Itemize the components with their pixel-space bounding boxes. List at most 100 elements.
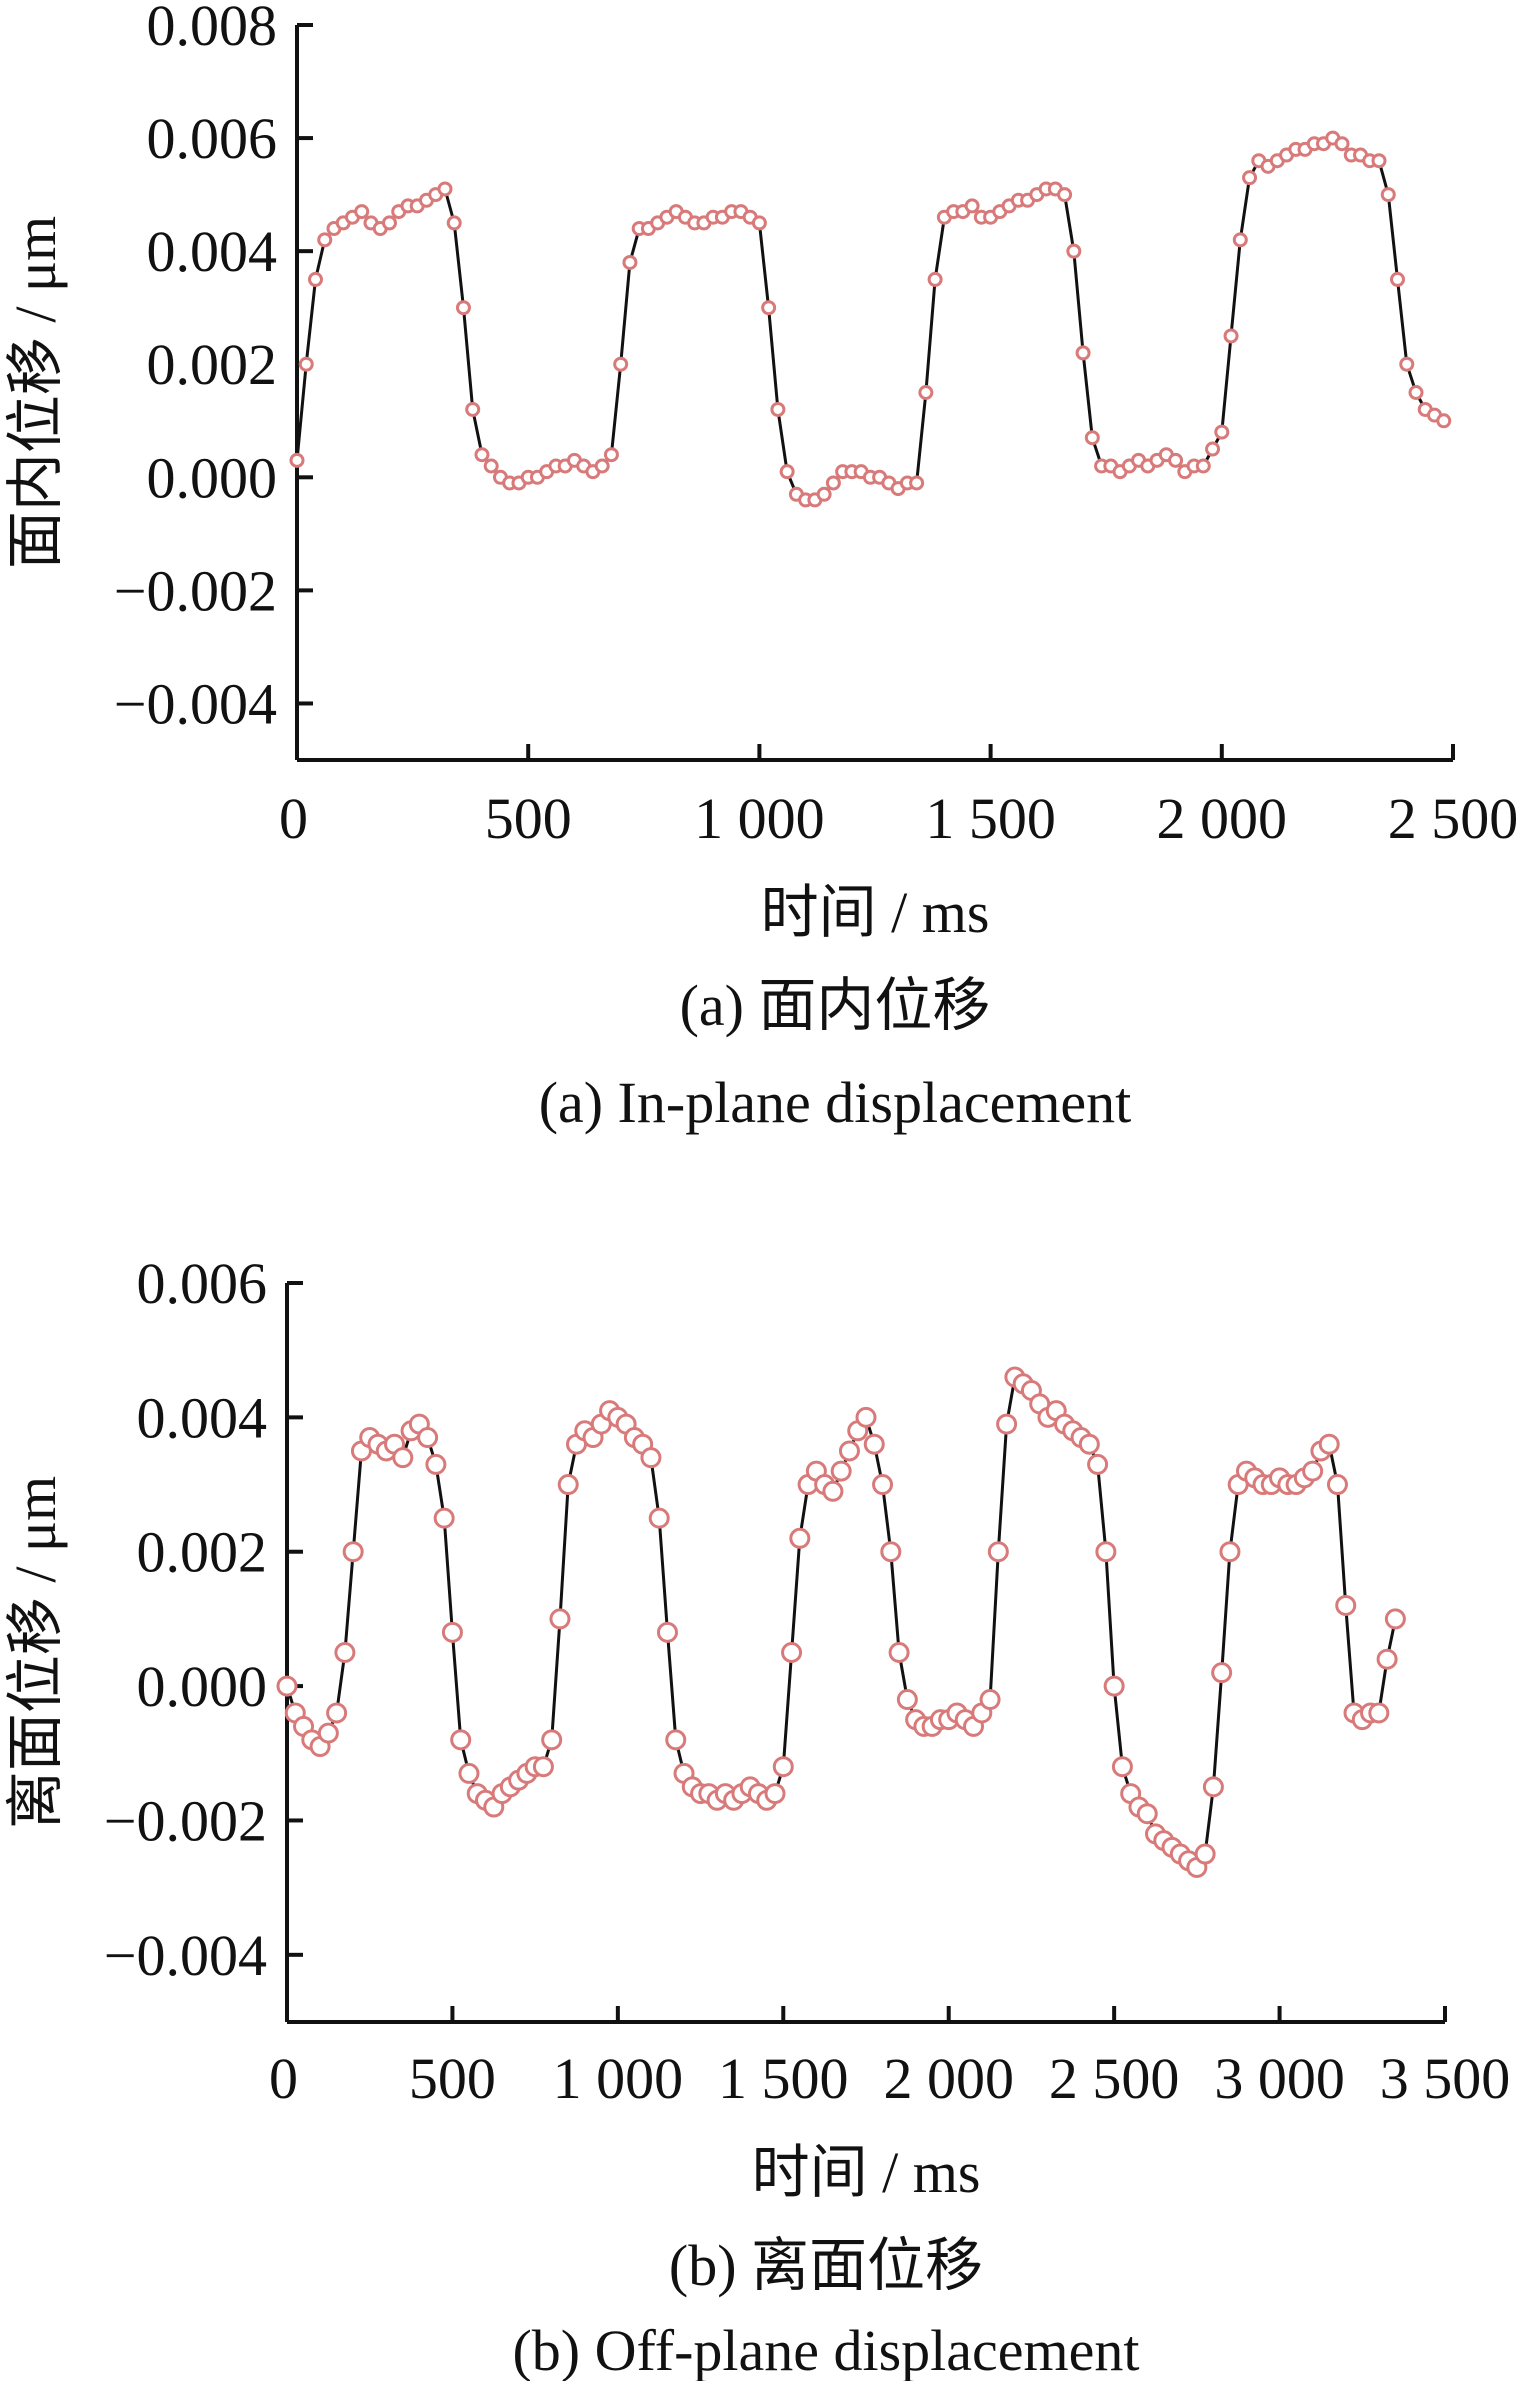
data-point	[458, 1762, 480, 1784]
data-point	[656, 1621, 678, 1643]
x-tick-label: 2 500	[1388, 786, 1519, 851]
data-point	[872, 1474, 894, 1496]
data-point	[918, 385, 934, 400]
data-point	[1084, 430, 1100, 446]
data-point	[761, 300, 777, 316]
y-tick-label: −0.004	[114, 671, 277, 736]
data-point	[855, 1406, 877, 1428]
y-tick-label: 0.008	[147, 0, 278, 58]
data-point	[317, 1722, 339, 1744]
data-point	[1057, 187, 1073, 203]
data-point	[437, 181, 453, 197]
data-point	[381, 215, 397, 231]
data-point	[354, 204, 370, 220]
data-point	[1205, 441, 1221, 457]
data-point	[465, 401, 481, 417]
data-point	[781, 1642, 803, 1663]
data-point	[483, 458, 499, 474]
data-point	[1087, 1453, 1109, 1475]
y-tick-label: 0.002	[137, 1520, 268, 1585]
data-point	[1232, 232, 1248, 248]
x-tick-label: 1 000	[553, 2046, 684, 2111]
data-point	[1195, 458, 1211, 474]
y-tick-label: 0.004	[147, 219, 278, 284]
data-point	[1202, 1776, 1224, 1798]
x-tick-label: 500	[485, 786, 572, 851]
data-point	[1371, 153, 1387, 169]
data-point	[822, 1480, 844, 1502]
data-point	[455, 300, 471, 316]
data-point	[441, 1621, 463, 1643]
data-point	[764, 1783, 786, 1805]
data-point	[594, 458, 610, 474]
caption-english: (a) In-plane displacement	[539, 1070, 1132, 1135]
data-point	[770, 401, 786, 417]
data-point	[474, 447, 490, 463]
data-point	[450, 1729, 472, 1751]
chart-in-plane: −0.004 −0.002 0.000 0.002 0.004 0.006 0.008 0 50…	[3, 0, 1518, 1135]
x-tick-label: 1 000	[694, 786, 825, 851]
data-point	[772, 1756, 794, 1778]
data-point	[896, 1689, 918, 1711]
data-point	[1095, 1541, 1117, 1563]
x-tick-label: 1 500	[925, 786, 1056, 851]
x-tick-label: 2 000	[883, 2046, 1014, 2111]
y-tick-label: −0.002	[114, 558, 277, 623]
x-tick-label: 3 500	[1380, 2046, 1511, 2111]
data-point	[779, 464, 795, 480]
data-point	[640, 1447, 662, 1469]
data-point	[613, 356, 629, 372]
y-tick-label: −0.002	[104, 1788, 267, 1853]
data-point	[648, 1507, 670, 1529]
data-point	[987, 1541, 1009, 1563]
data-point	[541, 1729, 563, 1751]
data-point	[751, 215, 767, 231]
data-point	[1376, 1648, 1398, 1670]
data-point	[1380, 187, 1396, 203]
data-point	[1075, 345, 1091, 361]
data-point	[888, 1642, 910, 1663]
y-tick-label: 0.000	[147, 445, 278, 510]
data-point	[1078, 1433, 1100, 1455]
data-point	[825, 475, 841, 491]
data-point	[1219, 1541, 1241, 1563]
data-point	[433, 1507, 455, 1529]
data-point	[289, 452, 305, 468]
y-tick-label: 0.006	[147, 106, 278, 171]
data-point	[1436, 413, 1452, 429]
data-point	[334, 1642, 356, 1663]
data-point	[1136, 1803, 1158, 1825]
x-tick-label: 500	[409, 2046, 496, 2111]
data-point	[979, 1689, 1001, 1711]
data-point	[1368, 1702, 1390, 1724]
data-point	[927, 271, 943, 287]
data-point	[1214, 424, 1230, 440]
series-line	[295, 136, 1445, 502]
data-point	[1390, 271, 1406, 287]
data-point	[838, 1440, 860, 1462]
data-point	[789, 1527, 811, 1549]
data-point	[1223, 328, 1239, 344]
data-point	[603, 447, 619, 463]
data-point	[307, 271, 323, 287]
data-point	[1335, 1594, 1357, 1616]
y-tick-label: 0.006	[137, 1251, 268, 1316]
data-point	[1326, 1474, 1348, 1496]
caption-chinese: (a) 面内位移	[680, 973, 991, 1038]
data-point	[298, 356, 314, 372]
data-point	[446, 215, 462, 231]
caption-chinese: (b) 离面位移	[669, 2233, 983, 2298]
data-point	[816, 486, 832, 502]
data-point	[996, 1413, 1018, 1435]
data-point	[1211, 1662, 1233, 1684]
data-point	[665, 1729, 687, 1751]
y-axis-title: 离面位移 / μm	[3, 1476, 68, 1829]
y-tick-label: 0.002	[147, 332, 278, 397]
x-axis-title: 时间 / ms	[752, 2140, 981, 2205]
data-point	[557, 1474, 579, 1496]
data-point	[417, 1427, 439, 1449]
data-point	[1302, 1460, 1324, 1482]
data-point	[425, 1453, 447, 1475]
data-point	[532, 1756, 554, 1778]
x-tick-label: 2 500	[1049, 2046, 1180, 2111]
